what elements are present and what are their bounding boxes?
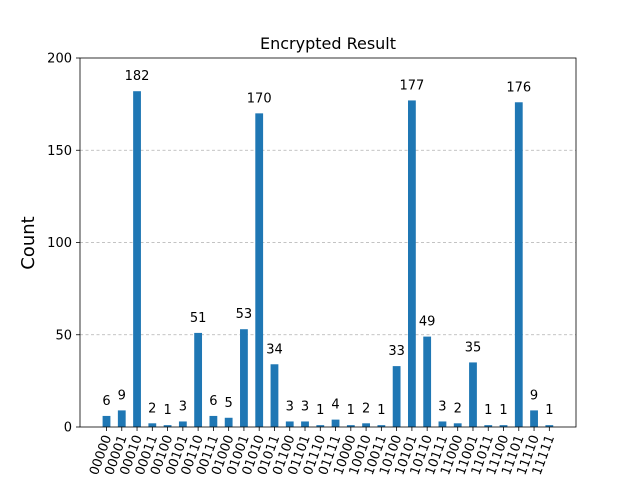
bar-value-label: 51: [190, 311, 207, 326]
bar-value-label: 1: [499, 403, 507, 418]
y-tick-label: 50: [55, 328, 72, 343]
bar-00001: [117, 410, 126, 427]
bar-11101: [514, 102, 523, 427]
bar-01100: [285, 421, 294, 427]
bar-value-label: 3: [438, 399, 446, 414]
bar-10110: [423, 336, 432, 427]
bar-00011: [148, 423, 157, 427]
bar-value-label: 34: [266, 342, 283, 357]
bar-11001: [469, 362, 477, 427]
bar-value-label: 2: [362, 401, 370, 416]
bar-11100: [499, 425, 508, 427]
bar-01101: [301, 421, 309, 427]
bar-value-label: 1: [377, 403, 385, 418]
y-tick-label: 200: [47, 52, 72, 67]
bar-value-label: 176: [506, 80, 531, 95]
bar-value-label: 3: [301, 399, 309, 414]
bar-value-label: 1: [163, 403, 171, 418]
y-axis-label: Count: [18, 216, 39, 269]
bar-00111: [209, 415, 218, 427]
bar-01010: [255, 113, 264, 427]
bar-value-label: 3: [286, 399, 294, 414]
bar-value-label: 53: [236, 307, 253, 322]
bar-value-label: 177: [399, 78, 424, 93]
bar-00110: [194, 332, 203, 427]
bar-11111: [545, 425, 554, 427]
y-tick-label: 0: [64, 421, 72, 436]
bar-value-label: 1: [316, 403, 324, 418]
bar-00010: [133, 91, 141, 428]
bar-01011: [270, 364, 279, 427]
bar-01111: [331, 419, 340, 427]
bar-value-label: 6: [102, 394, 110, 409]
bar-value-label: 1: [545, 403, 553, 418]
bar-00000: [102, 415, 111, 427]
bar-11011: [484, 425, 493, 427]
bar-11000: [453, 423, 462, 427]
bar-value-label: 33: [388, 344, 405, 359]
bar-value-label: 3: [179, 399, 187, 414]
grid-lines: [80, 149, 576, 336]
bar-10010: [362, 423, 370, 427]
bar-value-label: 2: [148, 401, 156, 416]
chart-title: Encrypted Result: [260, 34, 396, 53]
bar-value-label: 35: [465, 340, 482, 355]
bar-01000: [224, 417, 233, 427]
bar-01001: [240, 329, 248, 427]
bar-00100: [163, 425, 172, 427]
bar-10000: [346, 425, 355, 427]
bar-00101: [178, 421, 187, 427]
bar-value-label: 9: [118, 388, 126, 403]
bar-value-label: 9: [530, 388, 538, 403]
bar-11110: [530, 410, 538, 427]
bar-value-label: 1: [484, 403, 492, 418]
x-axis-ticks: 0000000001000100001100100001010011000111…: [87, 427, 558, 477]
y-axis-ticks: 0 50 100 150 200: [47, 52, 80, 436]
bar-value-label: 6: [209, 394, 217, 409]
bar-10100: [392, 366, 401, 427]
bar-value-label: 170: [247, 91, 272, 106]
bar-value-label: 1: [347, 403, 355, 418]
bar-value-label: 182: [125, 69, 150, 84]
bar-value-label: 49: [419, 315, 436, 330]
bar-10111: [438, 421, 447, 427]
y-tick-label: 100: [47, 236, 72, 251]
bar-10011: [377, 425, 386, 427]
bar-value-label: 4: [331, 398, 339, 413]
bar-value-label: 2: [454, 401, 462, 416]
bar-01110: [316, 425, 325, 427]
bars: [102, 91, 554, 428]
bar-10101: [408, 100, 416, 427]
bar-value-label: 5: [225, 396, 233, 411]
y-tick-label: 150: [47, 144, 72, 159]
